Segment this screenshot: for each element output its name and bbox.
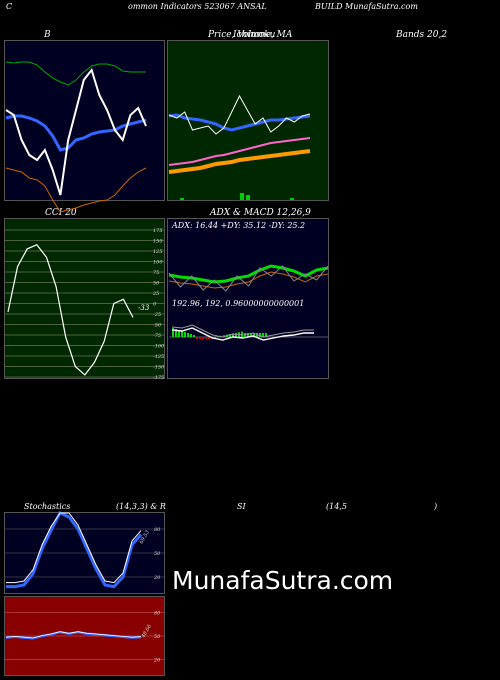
macd-histogram-bar <box>253 333 255 337</box>
macd-histogram-bar <box>265 333 267 337</box>
cci-tick-label: -150 <box>153 365 165 371</box>
stoch-d-line <box>6 512 142 584</box>
volume-bar <box>180 198 184 200</box>
stoch-k-line <box>6 511 143 589</box>
middle-band-line <box>5 114 147 152</box>
minus-dy-line <box>168 271 329 289</box>
cci-tick-label: -25 <box>153 312 161 318</box>
stoch-tick-label: 80 <box>154 527 161 533</box>
ichimoku-label: Ichimoku <box>233 30 276 40</box>
cci-tick-label: 50 <box>153 281 160 287</box>
rsi-value-label: 48.66 <box>140 623 153 640</box>
bands-label: Bands 20,2 <box>396 30 448 40</box>
cci-tick-label: 75 <box>153 270 159 276</box>
header-left: C <box>6 2 13 11</box>
macd-histogram-bar <box>208 337 210 339</box>
cci-tick-label: -125 <box>153 354 164 360</box>
stoch-tick-label: 50 <box>154 551 161 557</box>
macd-histogram-bar <box>172 328 174 337</box>
cci-tick-label: 100 <box>153 260 163 266</box>
macd-histogram-bar <box>214 337 216 338</box>
macd-signal-line <box>171 324 314 338</box>
macd-line <box>171 327 314 341</box>
upper-band-line <box>5 61 146 86</box>
bollinger-label: B <box>44 30 51 40</box>
rsi-tick-label: 20 <box>153 657 161 663</box>
macd-histogram-bar <box>241 331 243 337</box>
macd-histogram-bar <box>193 335 195 337</box>
cci-tick-label: 150 <box>153 239 163 245</box>
macd-histogram-bar <box>229 334 231 337</box>
macd-histogram-bar <box>178 330 180 337</box>
ichimoku-ma-line <box>168 113 311 132</box>
cci-value: -33 <box>138 304 150 312</box>
cci-tick-label: 175 <box>153 228 163 234</box>
adx-values: ADX: 16.44 +DY: 35.12 -DY: 25.2 <box>172 221 306 230</box>
macd-histogram-bar <box>187 333 189 337</box>
cci-tick-label: 25 <box>152 291 159 297</box>
macd-histogram-bar <box>247 333 249 337</box>
plus-dy-line <box>168 265 329 292</box>
macd-histogram-bar <box>184 332 186 337</box>
watermark: MunafaSutra.com <box>172 566 394 595</box>
macd-histogram-bar <box>196 337 198 339</box>
macd-histogram-bar <box>181 331 183 337</box>
volume-bar <box>240 193 244 200</box>
stoch-label: Stochastics <box>24 502 71 511</box>
cci-tick-label: 0 <box>153 302 157 308</box>
adx-macd-label: ADX & MACD 12,26,9 <box>210 208 311 218</box>
macd-panel <box>167 218 329 379</box>
macd-histogram-bar <box>175 329 177 337</box>
ichimoku-cloud-upper <box>168 137 311 166</box>
lower-band-line <box>5 167 147 213</box>
adx-line <box>168 264 329 284</box>
price-label: Price, Volume, MA <box>208 30 293 40</box>
cci-tick-label: -50 <box>153 323 162 329</box>
rsi-tick-label: 50 <box>154 634 161 640</box>
rsi-label: SI <box>237 502 246 511</box>
macd-histogram-bar <box>202 337 204 339</box>
cci-tick-label: -75 <box>153 333 161 339</box>
ichimoku-price-line <box>168 94 311 135</box>
cci-tick-label: -100 <box>153 344 165 350</box>
macd-histogram-bar <box>199 337 201 339</box>
macd-histogram-bar <box>205 337 207 339</box>
header-center: ommon Indicators 523067 ANSAL <box>128 2 267 11</box>
volume-bar <box>290 198 294 200</box>
cci-tick-label: -175 <box>153 375 164 381</box>
stoch-params: (14,3,3) & R <box>116 502 166 511</box>
cci-tick-label: 125 <box>153 249 163 255</box>
rsi-tick-label: 80 <box>154 611 161 617</box>
cci-label: CCI 20 <box>45 208 77 218</box>
macd-histogram-bar <box>259 333 261 337</box>
stoch-tick-label: 20 <box>153 575 161 581</box>
rsi-avg-line <box>5 631 142 639</box>
cci-panel <box>4 218 165 379</box>
macd-histogram-bar <box>232 333 234 337</box>
macd-histogram-bar <box>217 336 219 337</box>
cci-line <box>7 243 134 376</box>
volume-bar <box>246 195 250 200</box>
rsi-params: (14,5 <box>326 502 347 511</box>
header-right: BUILD MunafaSutra.com <box>315 2 418 11</box>
ichimoku-cloud-lower <box>168 149 311 174</box>
macd-histogram-bar <box>190 334 192 337</box>
macd-histogram-bar <box>262 333 264 337</box>
bollinger-price-line <box>5 67 147 196</box>
macd-histogram-bar <box>235 332 237 337</box>
macd-values: 192.96, 192, 0.96000000000001 <box>172 299 305 308</box>
macd-histogram-bar <box>250 333 252 337</box>
rsi-params-end: ) <box>434 502 438 511</box>
